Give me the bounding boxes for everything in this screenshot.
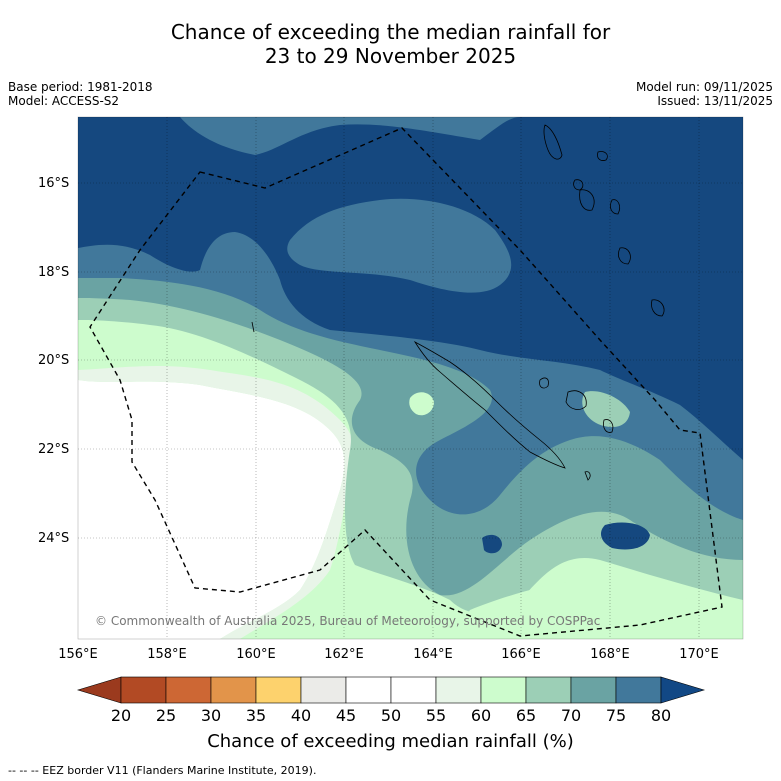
loyalty-island-3 [603, 419, 614, 433]
colorbar-segment-30-35 [210, 676, 257, 704]
eez-footnote: -- -- -- EEZ border V11 (Flanders Marine… [8, 764, 317, 777]
lon-label-162e: 162°E [324, 647, 364, 662]
small-island-1 [251, 321, 255, 333]
rainfall-field [78, 117, 743, 639]
colorbar-tick-20: 20 [110, 706, 132, 725]
vanuatu-island-a [597, 151, 608, 161]
lat-label-20s: 20°S [38, 353, 70, 368]
colorbar-segment-45-50 [345, 676, 392, 704]
lon-label-160e: 160°E [236, 647, 276, 662]
colorbar-tick-40: 40 [290, 706, 312, 725]
new-caledonia-coast [413, 340, 566, 469]
lon-label-170e: 170°E [679, 647, 719, 662]
colorbar-tick-50: 50 [380, 706, 402, 725]
colorbar-segment-70-75 [570, 676, 617, 704]
colorbar-segment-55-60 [435, 676, 482, 704]
lat-label-18s: 18°S [38, 265, 70, 280]
colorbar-over-triangle [660, 676, 706, 704]
zone-75-80-pocket [287, 198, 512, 293]
lon-label-164e: 164°E [413, 647, 453, 662]
zone-60-65-spot [409, 392, 434, 416]
zone-80-plus [78, 117, 743, 460]
zone-60-65-south [450, 580, 743, 639]
vanuatu-efate [579, 189, 595, 211]
colorbar-segment-50-55 [390, 676, 437, 704]
map-frame [77, 116, 744, 640]
colorbar-tick-65: 65 [515, 706, 537, 725]
coastlines [251, 124, 665, 481]
lon-label-156e: 156°E [58, 647, 98, 662]
colorbar-tick-25: 25 [155, 706, 177, 725]
zone-65-70-spot [582, 391, 630, 428]
colorbar-segment-40-45 [300, 676, 347, 704]
title-line-2: 23 to 29 November 2025 [264, 44, 517, 68]
title-line-1: Chance of exceeding the median rainfall … [170, 20, 611, 44]
colorbar-segment-75-80 [615, 676, 662, 704]
colorbar-segment-25-30 [165, 676, 212, 704]
colorbar-tick-45: 45 [335, 706, 357, 725]
colorbar-under-triangle [76, 676, 122, 704]
colorbar-segment-65-70 [525, 676, 572, 704]
model-run-label: Model run: 09/11/2025 [635, 80, 773, 94]
zone-80-blob-small [482, 534, 502, 554]
zone-80-blob-south [600, 522, 650, 550]
colorbar-tick-70: 70 [560, 706, 582, 725]
loyalty-island-1 [539, 377, 549, 389]
issued-label: Issued: 13/11/2025 [657, 94, 773, 108]
hunter-island [651, 299, 665, 317]
eez-border [89, 127, 723, 637]
small-island-2 [584, 471, 591, 481]
zone-45-55 [78, 380, 345, 639]
lon-label-168e: 168°E [590, 647, 630, 662]
base-period-label: Base period: 1981-2018 [8, 80, 153, 94]
colorbar-tick-55: 55 [425, 706, 447, 725]
vanuatu-tanna [618, 247, 631, 265]
colorbar-title: Chance of exceeding median rainfall (%) [207, 731, 574, 752]
vanuatu-espiritu-santo [543, 124, 563, 160]
lon-label-166e: 166°E [501, 647, 541, 662]
lat-label-22s: 22°S [38, 442, 70, 457]
map-title: Chance of exceeding the median rainfall … [0, 20, 781, 68]
lat-label-24s: 24°S [38, 531, 70, 546]
meta-right: Model run: 09/11/2025 Issued: 13/11/2025 [636, 80, 773, 108]
colorbar-tick-75: 75 [605, 706, 627, 725]
colorbar-tick-35: 35 [245, 706, 267, 725]
lat-label-16s: 16°S [38, 176, 70, 191]
colorbar-tick-80: 80 [650, 706, 672, 725]
colorbar-segment-20-25 [120, 676, 167, 704]
vanuatu-island-c [610, 199, 620, 215]
colorbar-tick-30: 30 [200, 706, 222, 725]
colorbar-segment-35-40 [255, 676, 302, 704]
lon-label-158e: 158°E [147, 647, 187, 662]
colorbar-tick-60: 60 [470, 706, 492, 725]
loyalty-island-2 [565, 390, 587, 410]
copyright-text: © Commonwealth of Australia 2025, Bureau… [95, 614, 601, 628]
model-label: Model: ACCESS-S2 [8, 94, 120, 108]
colorbar-segment-60-65 [480, 676, 527, 704]
meta-left: Base period: 1981-2018 Model: ACCESS-S2 [8, 80, 153, 108]
graticule [78, 117, 743, 639]
colorbar [76, 676, 706, 704]
